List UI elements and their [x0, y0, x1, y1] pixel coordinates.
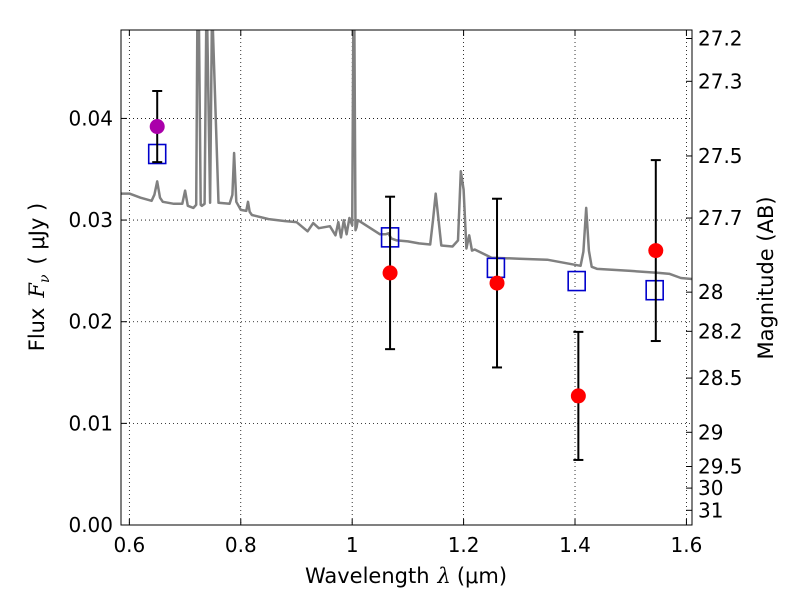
- spectrum-line: [121, 30, 692, 281]
- grid: [121, 30, 692, 526]
- y2-tick-label: 27.7: [698, 206, 743, 230]
- y2-tick-label: 28: [698, 280, 723, 304]
- y2-tick-label: 30: [698, 476, 723, 500]
- y-axis-ticks: 0.00 0.01 0.02 0.03 0.04: [68, 106, 127, 537]
- y2-tick-label: 27.5: [698, 144, 743, 168]
- x-tick-label: 1.6: [671, 533, 703, 557]
- model-square-point: [645, 279, 664, 301]
- observed-point: [648, 243, 664, 259]
- y-axis-label-subscript: ν: [37, 274, 53, 283]
- y2-tick-label: 27.3: [698, 69, 743, 93]
- y-axis-label-unit: ( μJy ): [25, 203, 49, 265]
- plot-layer: [121, 30, 692, 281]
- y2-axis-label: Magnitude (AB): [754, 196, 778, 359]
- y2-tick-label: 31: [698, 498, 723, 522]
- y2-tick-label: 29.5: [698, 455, 743, 479]
- x-axis-label-unit: (μm): [457, 564, 507, 588]
- y-tick-label: 0.03: [68, 208, 113, 232]
- x-axis-label: Wavelength λ (μm): [305, 564, 507, 588]
- observed-point: [570, 388, 586, 404]
- x-tick-label: 1.2: [448, 533, 480, 557]
- model-square-point: [486, 257, 506, 279]
- y-tick-label: 0.02: [68, 310, 113, 334]
- y2-tick-label: 28.5: [698, 366, 743, 390]
- x-axis-label-text: Wavelength: [305, 564, 430, 588]
- x-tick-label: 1: [346, 533, 359, 557]
- x-tick-label: 0.8: [225, 533, 257, 557]
- y2-tick-label: 29: [698, 420, 723, 444]
- y-tick-label: 0.00: [68, 513, 113, 537]
- y-axis-label: Flux Fν ( μJy ): [25, 203, 53, 351]
- y-axis-label-symbol: F: [25, 282, 49, 299]
- model-square-point: [567, 270, 586, 292]
- y-axis-label-text: Flux: [25, 308, 49, 352]
- y-tick-label: 0.01: [68, 411, 113, 435]
- observed-point: [382, 265, 398, 281]
- x-tick-label: 0.6: [113, 533, 145, 557]
- x-tick-label: 1.4: [559, 533, 591, 557]
- x-axis-label-symbol: λ: [437, 564, 451, 588]
- y2-tick-label: 28.2: [698, 319, 743, 343]
- marker-layer: [147, 89, 664, 461]
- observed-point: [149, 119, 165, 135]
- x-axis-ticks: 0.6 0.8 1 1.2 1.4 1.6: [113, 30, 702, 557]
- plot-frame: [120, 29, 693, 526]
- y-tick-label: 0.04: [68, 106, 113, 130]
- y2-tick-label: 27.2: [698, 27, 743, 51]
- observed-point: [489, 275, 505, 291]
